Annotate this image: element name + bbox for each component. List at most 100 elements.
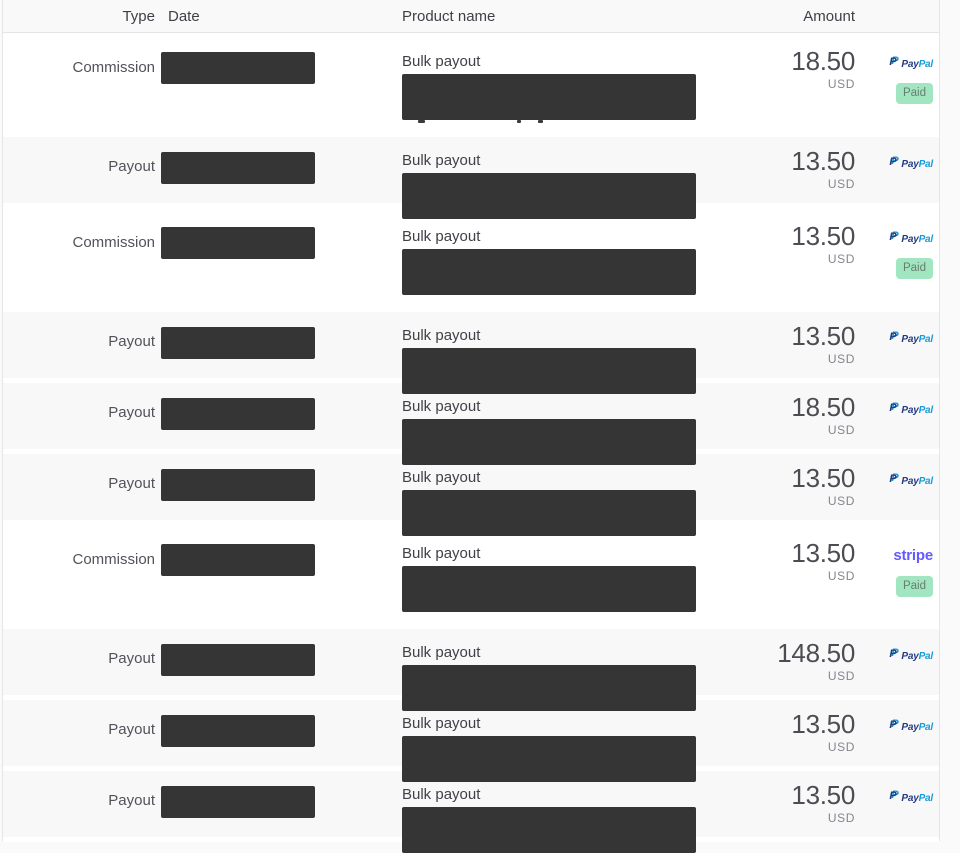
- amount-value: 13.50: [791, 709, 855, 739]
- currency-label: USD: [827, 252, 855, 266]
- stripe-logo: stripe: [893, 547, 933, 564]
- product-name: Bulk payout: [402, 545, 481, 562]
- paypal-logo: P P Pay Pal: [889, 789, 933, 804]
- currency-label: USD: [827, 77, 855, 91]
- redacted-date-box: [161, 544, 315, 576]
- redacted-product-details-box: [402, 736, 696, 782]
- redacted-product-details-box: [402, 348, 696, 394]
- redacted-product-details-box: [402, 665, 696, 711]
- amount-value: 13.50: [791, 221, 855, 251]
- payments-table: Type Date Product name Amount Commission…: [2, 0, 940, 853]
- transaction-type-label: Payout: [108, 721, 155, 738]
- column-header-date: Date: [168, 7, 200, 25]
- redacted-date-box: [161, 227, 315, 259]
- redacted-product-details-box: [402, 566, 696, 612]
- amount-value: 13.50: [791, 538, 855, 568]
- currency-label: USD: [827, 669, 855, 683]
- paid-status-badge: Paid: [895, 83, 933, 104]
- redacted-date-box: [161, 152, 315, 184]
- amount-value: 13.50: [791, 321, 855, 351]
- redacted-date-box: [161, 327, 315, 359]
- redacted-date-box: [161, 644, 315, 676]
- paypal-logo: P P Pay Pal: [889, 401, 933, 416]
- currency-label: USD: [827, 494, 855, 508]
- paypal-logo: P P Pay Pal: [889, 472, 933, 487]
- transaction-type-label: Commission: [72, 59, 155, 76]
- transaction-type-label: Payout: [108, 158, 155, 175]
- redacted-product-details-box: [402, 173, 696, 219]
- transaction-type-label: Commission: [72, 234, 155, 251]
- paypal-logo: P P Pay Pal: [889, 230, 933, 245]
- currency-label: USD: [827, 352, 855, 366]
- column-header-type: Type: [122, 7, 155, 25]
- paypal-logo: P P Pay Pal: [889, 155, 933, 170]
- redacted-date-box: [161, 52, 315, 84]
- product-name: Bulk payout: [402, 53, 481, 70]
- amount-value: 13.50: [791, 463, 855, 493]
- redacted-product-details-box: [402, 74, 696, 120]
- redacted-date-box: [161, 469, 315, 501]
- redacted-product-details-box: [402, 807, 696, 853]
- transaction-type-label: Payout: [108, 475, 155, 492]
- table-row[interactable]: Commission Bulk payout 13.50 USD PPPayPa…: [3, 525, 939, 629]
- redaction-remnant-marks: [402, 120, 696, 124]
- paypal-logo: P P Pay Pal: [889, 647, 933, 662]
- paid-status-badge: Paid: [895, 576, 933, 597]
- amount-value: 148.50: [777, 638, 855, 668]
- column-header-product: Product name: [402, 7, 496, 25]
- redacted-date-box: [161, 715, 315, 747]
- currency-label: USD: [827, 177, 855, 191]
- paypal-logo: P P Pay Pal: [889, 55, 933, 70]
- product-name: Bulk payout: [402, 715, 481, 732]
- currency-label: USD: [827, 740, 855, 754]
- currency-label: USD: [827, 423, 855, 437]
- table-header: Type Date Product name Amount: [3, 0, 939, 33]
- product-name: Bulk payout: [402, 644, 481, 661]
- amount-value: 13.50: [791, 146, 855, 176]
- redacted-product-details-box: [402, 490, 696, 536]
- paypal-logo: P P Pay Pal: [889, 330, 933, 345]
- column-header-amount: Amount: [803, 7, 855, 25]
- redacted-date-box: [161, 398, 315, 430]
- product-name: Bulk payout: [402, 228, 481, 245]
- product-name: Bulk payout: [402, 786, 481, 803]
- product-name: Bulk payout: [402, 327, 481, 344]
- amount-value: 13.50: [791, 780, 855, 810]
- redacted-product-details-box: [402, 249, 696, 295]
- paypal-logo: P P Pay Pal: [889, 718, 933, 733]
- transaction-type-label: Payout: [108, 792, 155, 809]
- transaction-type-label: Commission: [72, 551, 155, 568]
- table-body: Commission Bulk payout 18.50 USD P P Pay Pa…: [3, 33, 939, 853]
- amount-value: 18.50: [791, 46, 855, 76]
- redacted-product-details-box: [402, 419, 696, 465]
- amount-value: 18.50: [791, 392, 855, 422]
- redacted-date-box: [161, 786, 315, 818]
- product-name: Bulk payout: [402, 469, 481, 486]
- paid-status-badge: Paid: [895, 258, 933, 279]
- product-name: Bulk payout: [402, 152, 481, 169]
- transaction-type-label: Payout: [108, 333, 155, 350]
- product-name: Bulk payout: [402, 398, 481, 415]
- currency-label: USD: [827, 811, 855, 825]
- currency-label: USD: [827, 569, 855, 583]
- transaction-type-label: Payout: [108, 404, 155, 421]
- transaction-type-label: Payout: [108, 650, 155, 667]
- table-row[interactable]: Commission Bulk payout 18.50 USD P P Pay Pa…: [3, 33, 939, 137]
